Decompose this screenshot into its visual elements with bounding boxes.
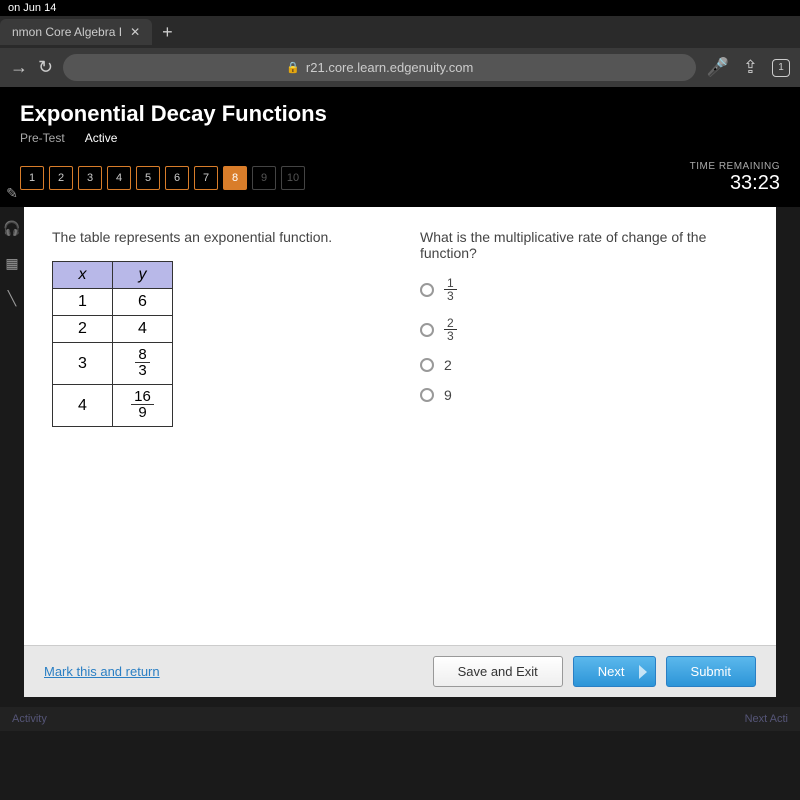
question-progress: 12345678910 TIME REMAINING 33:23 (0, 155, 800, 207)
radio-icon[interactable] (420, 358, 434, 372)
tool-sidebar: ✎ 🎧 ▦ ╲ (0, 165, 24, 307)
timer: TIME REMAINING 33:23 (690, 161, 780, 195)
prompt-left: The table represents an exponential func… (52, 229, 380, 245)
status-bar: on Jun 14 (0, 0, 800, 16)
page-bottom-strip: Activity Next Acti (0, 707, 800, 731)
table-cell: 1 (53, 289, 113, 316)
submit-button[interactable]: Submit (666, 656, 756, 687)
browser-tab-bar: nmon Core Algebra I ✕ + (0, 16, 800, 48)
next-button[interactable]: Next (573, 656, 656, 687)
answer-option-3[interactable]: 9 (420, 387, 748, 403)
tabs-count-button[interactable]: 1 (772, 59, 790, 77)
table-cell: 6 (113, 289, 173, 316)
question-numbers: 12345678910 (20, 166, 305, 190)
question-right: What is the multiplicative rate of chang… (420, 229, 748, 637)
question-num-2[interactable]: 2 (49, 166, 73, 190)
answer-option-2[interactable]: 2 (420, 357, 748, 373)
lesson-header: Exponential Decay Functions Pre-Test Act… (0, 87, 800, 155)
close-icon[interactable]: ✕ (130, 25, 140, 39)
question-num-3[interactable]: 3 (78, 166, 102, 190)
answer-options: 13 23 2 9 (420, 277, 748, 403)
new-tab-button[interactable]: + (152, 22, 183, 43)
share-icon[interactable]: ⇪ (743, 57, 758, 78)
radio-icon[interactable] (420, 283, 434, 297)
table-cell: 4 (113, 316, 173, 343)
question-num-7[interactable]: 7 (194, 166, 218, 190)
data-table: x y 16243834169 (52, 261, 173, 427)
question-num-4[interactable]: 4 (107, 166, 131, 190)
table-cell: 83 (113, 343, 173, 385)
pencil-icon[interactable]: ✎ (6, 185, 18, 202)
answer-option-1[interactable]: 23 (420, 317, 748, 343)
headphone-icon[interactable]: 🎧 (3, 220, 20, 237)
question-num-9[interactable]: 9 (252, 166, 276, 190)
table-cell: 3 (53, 343, 113, 385)
lock-icon: 🔒 (286, 61, 300, 74)
browser-tab[interactable]: nmon Core Algebra I ✕ (0, 19, 152, 45)
highlighter-icon[interactable]: ╲ (8, 290, 16, 307)
table-cell: 169 (113, 385, 173, 427)
table-cell: 2 (53, 316, 113, 343)
calculator-icon[interactable]: ▦ (5, 255, 18, 272)
option-text: 9 (444, 387, 452, 403)
lesson-subtype: Pre-Test (20, 131, 65, 145)
save-exit-button[interactable]: Save and Exit (433, 656, 563, 687)
lesson-title: Exponential Decay Functions (20, 101, 780, 127)
option-text: 23 (444, 317, 457, 343)
radio-icon[interactable] (420, 323, 434, 337)
option-text: 2 (444, 357, 452, 373)
col-header-y: y (113, 262, 173, 289)
question-left: The table represents an exponential func… (52, 229, 380, 637)
lesson-status: Active (85, 131, 118, 145)
url-text: r21.core.learn.edgenuity.com (306, 60, 473, 75)
question-panel: The table represents an exponential func… (24, 207, 776, 697)
timer-label: TIME REMAINING (690, 161, 780, 172)
radio-icon[interactable] (420, 388, 434, 402)
col-header-x: x (53, 262, 113, 289)
browser-nav-bar: → ↻ 🔒 r21.core.learn.edgenuity.com 🎤 ⇪ 1 (0, 48, 800, 87)
answer-option-0[interactable]: 13 (420, 277, 748, 303)
bottom-right: Next Acti (745, 713, 788, 725)
question-num-6[interactable]: 6 (165, 166, 189, 190)
table-cell: 4 (53, 385, 113, 427)
reload-icon[interactable]: ↻ (38, 57, 53, 78)
question-num-10[interactable]: 10 (281, 166, 305, 190)
forward-icon[interactable]: → (10, 57, 28, 78)
question-num-8[interactable]: 8 (223, 166, 247, 190)
tab-title: nmon Core Algebra I (12, 25, 122, 39)
question-footer: Mark this and return Save and Exit Next … (24, 645, 776, 697)
question-num-5[interactable]: 5 (136, 166, 160, 190)
timer-value: 33:23 (690, 172, 780, 195)
url-bar[interactable]: 🔒 r21.core.learn.edgenuity.com (63, 54, 696, 81)
bottom-left: Activity (12, 713, 47, 725)
prompt-right: What is the multiplicative rate of chang… (420, 229, 748, 261)
status-date: on Jun 14 (8, 2, 56, 14)
mark-return-link[interactable]: Mark this and return (44, 664, 160, 679)
mic-icon[interactable]: 🎤 (706, 57, 728, 78)
option-text: 13 (444, 277, 457, 303)
